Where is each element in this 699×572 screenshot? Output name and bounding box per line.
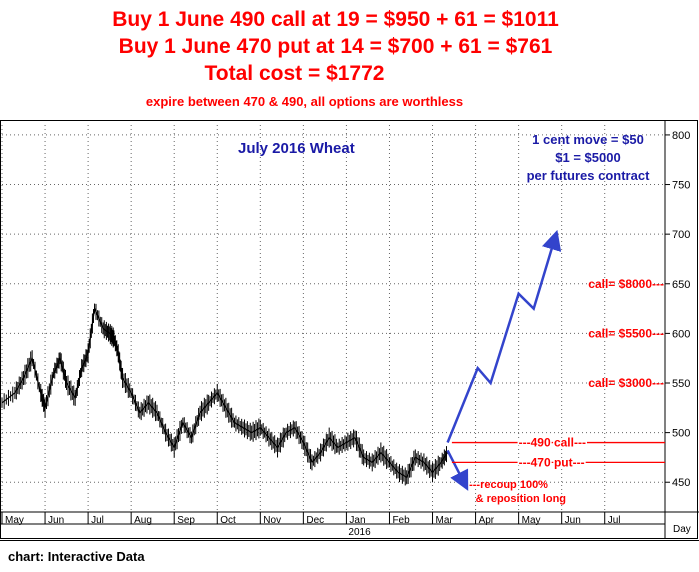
x-tick-label: Mar [436, 515, 454, 526]
x-tick-label: Sep [177, 515, 195, 526]
y-tick-label: 650 [672, 279, 690, 291]
x-tick-label: Dec [306, 515, 324, 526]
year-label: 2016 [348, 527, 371, 538]
x-tick-label: May [522, 515, 541, 526]
headline-call: Buy 1 June 490 call at 19 = $950 + 61 = … [112, 8, 559, 31]
y-tick-label: 500 [672, 428, 690, 440]
y-tick-label: 450 [672, 477, 690, 489]
headline-expiry-note: expire between 470 & 490, all options ar… [145, 94, 464, 109]
y-tick-label: 750 [672, 180, 690, 192]
call-value-label: call= $5500--- [588, 326, 664, 340]
level-label: ---470 put--- [519, 455, 585, 469]
x-tick-label: Oct [220, 515, 236, 526]
x-tick-label: Jun [48, 515, 64, 526]
reposition-label: & reposition long [476, 493, 566, 505]
footer-divider [0, 540, 699, 541]
y-tick-label: 700 [672, 229, 690, 241]
projection-arrow [446, 229, 562, 443]
note-line-2: $1 = $5000 [555, 150, 620, 165]
note-line-1: 1 cent move = $50 [532, 132, 644, 147]
y-tick-label: 550 [672, 378, 690, 390]
y-tick-label: 800 [672, 130, 690, 142]
source-credit: chart: Interactive Data [8, 549, 145, 564]
call-value-label: call= $8000--- [588, 277, 664, 291]
x-tick-label: Jul [608, 515, 621, 526]
recoup-label: ---recoup 100% [469, 479, 548, 491]
x-axis-label: Day [673, 524, 691, 535]
chart-frame [0, 120, 698, 539]
wheat-chart: 450 500 550 600 650 700 750 800 May Jun Jul Aug Sep O… [0, 120, 699, 539]
headline-total: Total cost = $1772 [204, 62, 385, 85]
note-line-3: per futures contract [527, 168, 650, 183]
x-tick-label: Aug [134, 515, 152, 526]
y-tick-label: 600 [672, 328, 690, 340]
x-tick-label: Jul [91, 515, 104, 526]
x-tick-label: Jun [565, 515, 581, 526]
headline-put: Buy 1 June 470 put at 14 = $700 + 61 = $… [118, 35, 553, 58]
x-tick-label: Feb [392, 515, 410, 526]
chart-title: July 2016 Wheat [238, 140, 355, 157]
x-tick-label: Nov [263, 515, 281, 526]
x-tick-label: Jan [349, 515, 365, 526]
down-arrow [446, 449, 469, 491]
x-tick-label: May [5, 515, 24, 526]
level-label: ---490 call--- [519, 436, 586, 450]
call-value-label: call= $3000--- [588, 376, 664, 390]
x-tick-label: Apr [479, 515, 495, 526]
